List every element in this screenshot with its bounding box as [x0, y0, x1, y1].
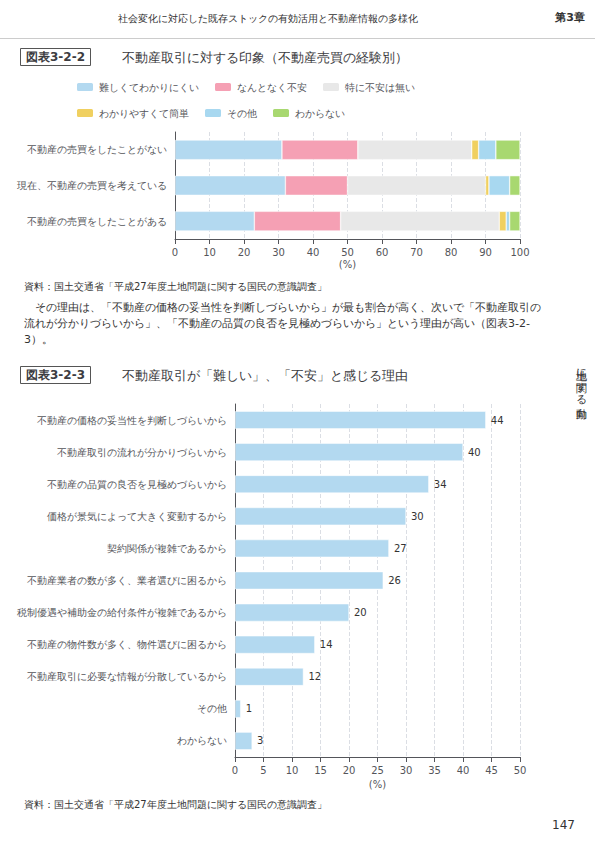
svg-text:なんとなく不安: なんとなく不安	[237, 82, 307, 93]
svg-text:その他: その他	[227, 108, 257, 119]
html-text:第3章: 第3章	[555, 11, 585, 24]
svg-text:(%): (%)	[369, 779, 386, 790]
svg-text:50: 50	[514, 765, 527, 776]
svg-text:45: 45	[485, 765, 498, 776]
svg-text:不動産業者の数が多く、業者選びに困るから: 不動産業者の数が多く、業者選びに困るから	[27, 575, 227, 586]
html-text:147: 147	[552, 818, 575, 832]
svg-text:10: 10	[203, 247, 216, 258]
svg-text:不動産の売買をしたことがある: 不動産の売買をしたことがある	[27, 216, 167, 227]
svg-text:不動産の価格の妥当性を判断しづらいから: 不動産の価格の妥当性を判断しづらいから	[37, 415, 227, 426]
html-text:土地に関する動向: 土地に関する動向	[574, 360, 588, 400]
svg-text:20: 20	[354, 607, 367, 618]
svg-text:不動産の品質の良否を見極めづらいから: 不動産の品質の良否を見極めづらいから	[47, 479, 227, 490]
svg-text:27: 27	[394, 543, 407, 554]
svg-text:80: 80	[445, 247, 458, 258]
svg-text:図表3-2-2: 図表3-2-2	[26, 50, 85, 64]
svg-text:契約関係が複雑であるから: 契約関係が複雑であるから	[107, 543, 227, 554]
svg-text:70: 70	[410, 247, 423, 258]
svg-text:30: 30	[272, 247, 285, 258]
svg-text:不動産取引に対する印象（不動産売買の経験別）: 不動産取引に対する印象（不動産売買の経験別）	[122, 50, 408, 65]
svg-text:40: 40	[307, 247, 320, 258]
svg-text:30: 30	[411, 511, 424, 522]
svg-text:5: 5	[260, 765, 266, 776]
svg-text:資料：国土交通省「平成27年度土地問題に関する国民の意識調査: 資料：国土交通省「平成27年度土地問題に関する国民の意識調査」	[24, 799, 327, 810]
svg-text:40: 40	[457, 765, 470, 776]
svg-text:価格が景気によって大きく変動するから: 価格が景気によって大きく変動するから	[47, 511, 227, 522]
svg-text:90: 90	[479, 247, 492, 258]
svg-text:44: 44	[491, 415, 504, 426]
svg-text:40: 40	[468, 447, 481, 458]
svg-text:特に不安は無い: 特に不安は無い	[345, 82, 415, 93]
svg-text:34: 34	[434, 479, 447, 490]
svg-text:図表3-2-3: 図表3-2-3	[26, 368, 85, 382]
svg-text:現在、不動産の売買を考えている: 現在、不動産の売買を考えている	[17, 180, 167, 191]
svg-text:不動産取引に必要な情報が分散しているから: 不動産取引に必要な情報が分散しているから	[27, 671, 227, 682]
svg-text:不動産取引が「難しい」、「不安」と感じる理由: 不動産取引が「難しい」、「不安」と感じる理由	[122, 368, 408, 383]
svg-text:不動産の物件数が多く、物件選びに困るから: 不動産の物件数が多く、物件選びに困るから	[27, 639, 227, 650]
html-text:社会変化に対応した既存ストックの有効活用と不動産情報の多様化: 社会変化に対応した既存ストックの有効活用と不動産情報の多様化	[117, 13, 418, 24]
svg-text:20: 20	[343, 765, 356, 776]
svg-text:資料：国土交通省「平成27年度土地問題に関する国民の意識調査: 資料：国土交通省「平成27年度土地問題に関する国民の意識調査」	[24, 281, 327, 292]
svg-text:1: 1	[246, 703, 252, 714]
svg-text:3: 3	[257, 735, 263, 746]
svg-text:50: 50	[341, 247, 354, 258]
svg-text:10: 10	[286, 765, 299, 776]
svg-text:30: 30	[400, 765, 413, 776]
svg-text:わからない: わからない	[295, 108, 345, 119]
svg-text:不動産の売買をしたことがない: 不動産の売買をしたことがない	[27, 144, 167, 155]
svg-text:60: 60	[376, 247, 389, 258]
svg-text:税制優遇や補助金の給付条件が複雑であるから: 税制優遇や補助金の給付条件が複雑であるから	[17, 607, 227, 618]
svg-text:20: 20	[238, 247, 251, 258]
svg-text:14: 14	[320, 639, 333, 650]
svg-text:35: 35	[428, 765, 441, 776]
svg-text:26: 26	[388, 575, 401, 586]
svg-text:25: 25	[371, 765, 384, 776]
svg-text:15: 15	[314, 765, 327, 776]
svg-text:0: 0	[172, 247, 178, 258]
svg-text:難しくてわかりにくい: 難しくてわかりにくい	[99, 82, 199, 93]
svg-text:(%): (%)	[339, 259, 356, 270]
svg-text:わからない: わからない	[177, 735, 227, 746]
svg-text:わかりやすくて簡単: わかりやすくて簡単	[99, 108, 189, 119]
svg-text:100: 100	[510, 247, 529, 258]
svg-text:その他: その他	[197, 703, 227, 714]
svg-text:0: 0	[232, 765, 238, 776]
html-text:その理由は、「不動産の価格の妥当性を判断しづらいから」が最も: その理由は、「不動産の価格の妥当性を判断しづらいから」が最も割合が高く、次いで「…	[24, 301, 541, 346]
svg-text:12: 12	[308, 671, 321, 682]
svg-text:不動産取引の流れが分かりづらいから: 不動産取引の流れが分かりづらいから	[57, 447, 227, 458]
